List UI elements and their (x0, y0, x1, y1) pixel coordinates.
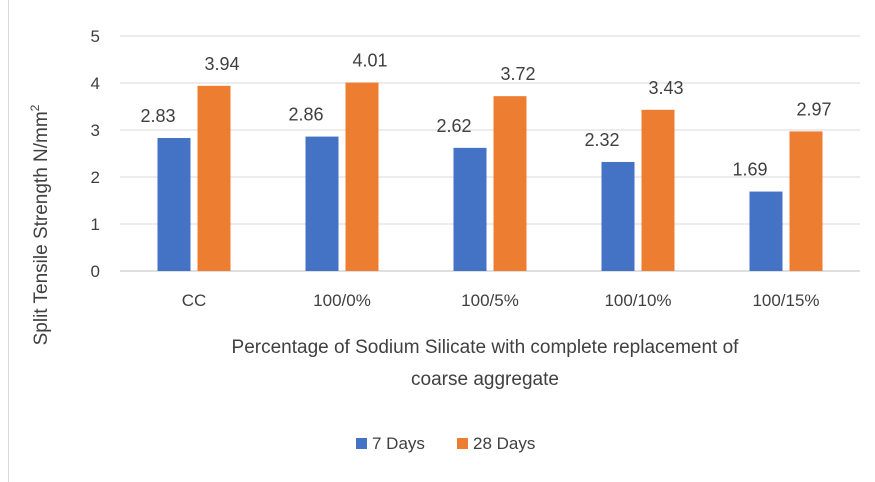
data-label: 2.83 (140, 106, 175, 126)
x-tick-label: 100/15% (752, 291, 819, 310)
x-axis-title-line2: coarse aggregate (411, 369, 559, 390)
legend: 7 Days 28 Days (356, 434, 535, 453)
bar-7-days (157, 137, 191, 271)
bar-28-days (641, 109, 675, 271)
data-label: 3.72 (500, 64, 535, 84)
bars (157, 82, 823, 271)
bar-28-days (789, 131, 823, 271)
legend-label: 28 Days (473, 434, 535, 453)
x-tick-label: 100/0% (313, 291, 371, 310)
data-label: 4.01 (352, 51, 387, 71)
data-label: 1.69 (732, 160, 767, 180)
y-axis-ticks: 0 1 2 3 4 5 (91, 27, 100, 281)
y-axis-title: Split Tensile Strength N/mm2 (28, 104, 52, 345)
bar-28-days (345, 82, 379, 271)
x-tick-label: 100/10% (604, 291, 671, 310)
y-tick-label: 0 (91, 262, 100, 281)
data-label: 3.94 (204, 54, 239, 74)
legend-label: 7 Days (372, 434, 425, 453)
y-tick-label: 3 (91, 121, 100, 140)
bar-28-days (197, 85, 231, 271)
bar-7-days (601, 161, 635, 271)
data-label: 2.62 (436, 116, 471, 136)
x-axis-ticks: CC 100/0% 100/5% 100/10% 100/15% (182, 291, 820, 310)
bar-7-days (749, 191, 783, 271)
y-tick-label: 1 (91, 215, 100, 234)
legend-swatch (356, 438, 367, 449)
bar-7-days (305, 136, 339, 271)
x-tick-label: 100/5% (461, 291, 519, 310)
y-tick-label: 4 (91, 74, 100, 93)
data-label: 2.32 (584, 130, 619, 150)
frame-border (8, 0, 9, 482)
x-axis-title-line1: Percentage of Sodium Silicate with compl… (232, 337, 740, 358)
y-tick-label: 5 (91, 27, 100, 46)
bar-7-days (453, 147, 487, 271)
data-labels: 2.83 3.94 2.86 4.01 2.62 3.72 2.32 3.43 1.69 2.97 (140, 51, 831, 180)
data-label: 3.43 (648, 78, 683, 98)
y-tick-label: 2 (91, 168, 100, 187)
legend-swatch (457, 438, 468, 449)
gridlines (120, 35, 860, 272)
bar-28-days (493, 96, 527, 271)
data-label: 2.86 (288, 105, 323, 125)
data-label: 2.97 (796, 99, 831, 119)
x-tick-label: CC (182, 291, 207, 310)
